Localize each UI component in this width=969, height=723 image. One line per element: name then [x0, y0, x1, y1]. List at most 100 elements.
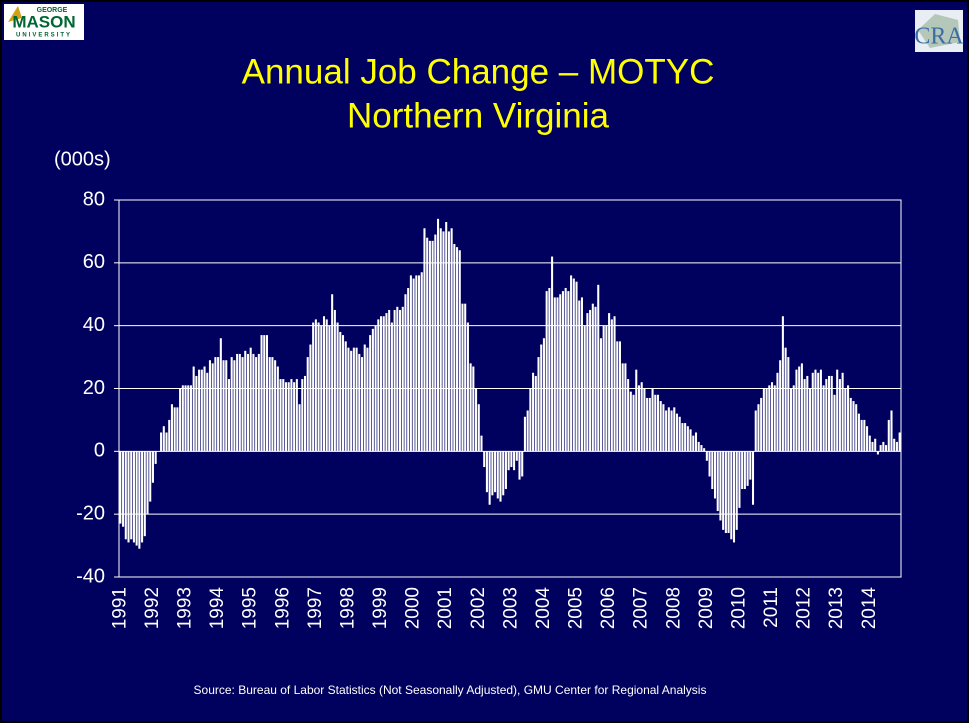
bar: [184, 385, 187, 452]
bar: [713, 451, 717, 499]
bar: [124, 451, 127, 540]
bar: [480, 435, 483, 452]
bar: [885, 445, 888, 452]
bar: [800, 363, 803, 452]
bar: [692, 435, 695, 452]
bar: [738, 451, 741, 508]
bar: [143, 451, 146, 537]
bar: [439, 228, 442, 452]
bar: [138, 451, 141, 549]
bar: [792, 385, 795, 452]
bar: [556, 297, 559, 452]
bar: [222, 360, 225, 452]
bar: [545, 291, 548, 452]
bar: [488, 451, 491, 505]
bar: [407, 287, 410, 452]
bar: [225, 360, 228, 452]
bar: [491, 451, 494, 496]
bar: [784, 347, 787, 452]
bar: [629, 391, 632, 452]
gmu-logo-text: UNIVERSITY: [16, 33, 72, 39]
bar: [458, 250, 461, 452]
bar: [499, 451, 502, 502]
bar: [616, 341, 619, 452]
bar: [423, 228, 426, 452]
bar: [341, 335, 345, 452]
bar: [621, 363, 624, 452]
bar: [195, 375, 198, 452]
bar: [333, 309, 336, 452]
bar: [670, 410, 673, 452]
bar: [344, 341, 347, 452]
bar: [532, 372, 535, 452]
bar: [437, 218, 440, 452]
bar: [369, 335, 372, 452]
bar: [879, 445, 882, 452]
bar: [871, 441, 874, 452]
x-tick-label: 1994: [207, 587, 228, 630]
bar: [722, 451, 725, 530]
bar: [494, 451, 497, 493]
bar: [385, 313, 388, 452]
x-tick-label: 1998: [337, 587, 358, 629]
x-tick-label: 1996: [272, 587, 293, 629]
bar: [160, 432, 163, 452]
bar: [173, 407, 176, 452]
bar: [551, 256, 554, 452]
bar: [583, 325, 586, 452]
bar: [510, 451, 513, 468]
bar: [377, 319, 380, 452]
bar: [179, 388, 182, 452]
bar: [659, 401, 662, 452]
bar: [504, 451, 507, 490]
bar: [328, 325, 331, 452]
bar: [640, 382, 643, 452]
bar: [355, 347, 358, 452]
x-tick-label: 2000: [403, 587, 424, 629]
bar: [390, 322, 393, 452]
bar: [461, 303, 464, 452]
bar: [122, 451, 125, 527]
bar: [453, 243, 456, 452]
bar: [442, 231, 445, 452]
bar: [741, 451, 744, 490]
bar: [320, 325, 323, 452]
bar: [314, 319, 317, 452]
bar: [396, 306, 399, 452]
y-tick-label: 60: [83, 251, 105, 273]
bar: [523, 416, 526, 452]
bar: [570, 275, 573, 452]
x-tick-label: 2009: [696, 587, 717, 629]
bar: [825, 379, 828, 452]
bar: [290, 379, 293, 452]
bar: [635, 369, 638, 452]
bar: [398, 309, 402, 452]
bar: [404, 294, 407, 452]
bar: [146, 451, 149, 515]
bar: [485, 451, 488, 493]
bar: [358, 353, 361, 452]
bar: [246, 353, 250, 452]
bar: [119, 451, 122, 524]
bar: [233, 360, 236, 452]
bar: [703, 448, 706, 452]
bar: [515, 451, 518, 461]
bar: [787, 357, 790, 452]
bar: [866, 426, 869, 452]
bar: [456, 247, 459, 452]
bar: [203, 366, 206, 452]
bar: [863, 419, 866, 452]
bar: [841, 372, 844, 452]
x-tick-label: 1997: [305, 587, 326, 629]
bar: [526, 410, 529, 452]
x-tick-label: 1995: [240, 587, 261, 629]
bar: [271, 357, 274, 452]
bar: [265, 335, 269, 452]
bar: [667, 407, 670, 452]
bar: [564, 287, 567, 452]
x-tick-label: 2008: [663, 587, 684, 629]
bar: [572, 278, 575, 452]
bar: [352, 347, 355, 452]
x-tick-label: 2013: [826, 587, 847, 629]
